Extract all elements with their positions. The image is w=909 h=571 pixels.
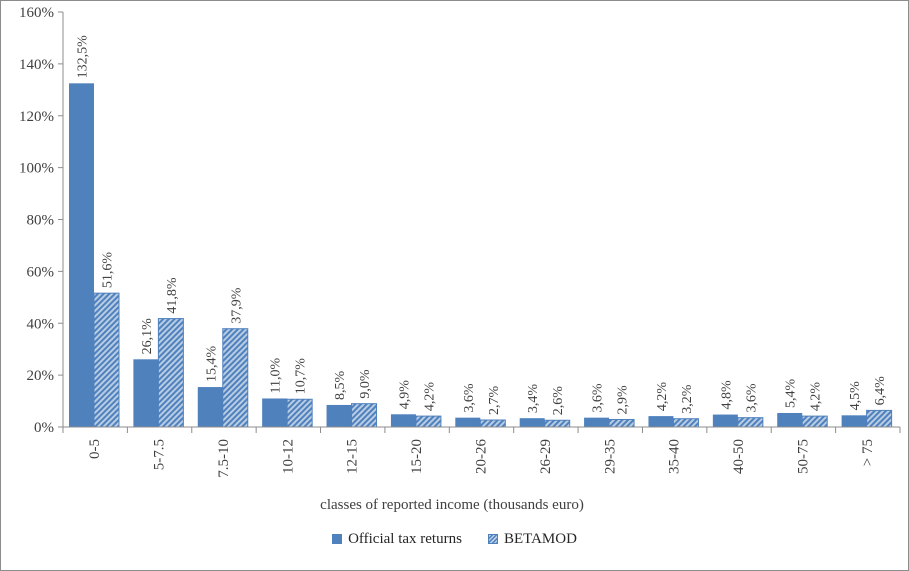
legend-swatch-official [332, 534, 343, 544]
legend-label-official: Official tax returns [348, 530, 462, 547]
y-tick-label: 0% [34, 420, 54, 436]
bar-official [777, 412, 803, 427]
x-tick-label: 5-7.5 [152, 439, 168, 470]
data-label-betamod: 3,2% [680, 384, 695, 414]
data-label-official: 3,6% [462, 383, 477, 413]
x-tick-label: 7.5-10 [216, 439, 232, 478]
bar-official [197, 387, 223, 427]
x-tick-label: 50-75 [795, 439, 811, 474]
data-label-betamod: 6,4% [873, 376, 888, 406]
data-label-official: 132,5% [76, 35, 91, 79]
legend-swatch-betamod [487, 534, 498, 544]
y-tick-label: 40% [27, 316, 55, 332]
data-label-official: 5,4% [784, 378, 799, 408]
x-tick-label: > 75 [860, 439, 876, 466]
data-label-betamod: 37,9% [229, 287, 244, 324]
data-label-betamod: 41,8% [165, 277, 180, 314]
y-tick-label: 60% [27, 264, 55, 280]
x-tick-label: 35-40 [667, 439, 683, 474]
bar-official [262, 398, 288, 427]
data-label-betamod: 2,9% [616, 385, 631, 415]
bar-chart: 0% 20% 40% 60% 80% 100% 120% 140% 160% 132,5% 26,… [19, 5, 901, 513]
data-label-betamod: 3,6% [744, 383, 759, 413]
data-label-betamod: 51,6% [101, 252, 116, 289]
legend: Official tax returns BETAMOD [0, 528, 909, 550]
y-tick-label: 160% [19, 5, 54, 21]
data-label-official: 11,0% [269, 357, 284, 393]
data-label-official: 26,1% [140, 318, 155, 355]
x-tick-label: 20-26 [474, 439, 490, 474]
y-tick-label: 140% [19, 57, 54, 73]
bar-betamod [544, 419, 571, 428]
bars: 132,5% 26,1% 15,4% 11,0% 8,5% 4,9% 3,6% 3,4% 3,6… [69, 35, 893, 428]
y-tick-label: 100% [19, 161, 54, 177]
data-label-official: 4,5% [848, 381, 863, 411]
y-axis: 0% 20% 40% 60% 80% 100% 120% 140% 160% [19, 5, 64, 436]
y-tick-label: 80% [27, 213, 55, 229]
bar-betamod [866, 409, 893, 428]
data-label-betamod: 10,7% [294, 358, 309, 395]
y-tick-label: 20% [27, 368, 55, 384]
bar-betamod [608, 418, 635, 428]
data-label-betamod: 4,2% [422, 382, 437, 412]
bar-official [133, 359, 159, 427]
x-axis: 0-5 5-7.5 7.5-10 10-12 12-15 15-20 20-26 26-29 2… [62, 426, 901, 478]
bar-betamod [801, 415, 828, 428]
bar-official [648, 416, 674, 427]
data-label-official: 8,5% [333, 370, 348, 400]
bar-betamod [286, 398, 313, 428]
data-label-official: 15,4% [204, 346, 219, 383]
bar-official [584, 417, 610, 427]
bar-betamod [737, 417, 764, 428]
x-tick-label: 40-50 [731, 439, 747, 474]
bar-official [712, 414, 738, 427]
data-label-betamod: 9,0% [358, 369, 373, 399]
data-label-official: 3,4% [526, 384, 541, 414]
bar-betamod [351, 403, 378, 428]
data-label-betamod: 4,2% [809, 382, 824, 412]
bar-official [841, 415, 867, 427]
x-tick-label: 15-20 [409, 439, 425, 474]
x-axis-label: classes of reported income (thousands eu… [320, 497, 584, 513]
bar-official [69, 83, 94, 427]
legend-label-betamod: BETAMOD [503, 530, 577, 547]
x-tick-label: 0-5 [87, 439, 103, 459]
bar-betamod [93, 292, 120, 428]
bar-betamod [157, 318, 184, 428]
data-label-official: 4,2% [655, 382, 670, 412]
x-tick-label: 12-15 [345, 439, 361, 474]
bar-official [326, 404, 352, 427]
data-label-official: 4,8% [719, 380, 734, 410]
bar-betamod [479, 419, 506, 428]
x-tick-label: 29-35 [602, 439, 618, 474]
bar-betamod [672, 418, 699, 428]
bar-betamod [415, 415, 442, 428]
legend-item-betamod: BETAMOD [487, 530, 577, 548]
data-label-betamod: 2,6% [551, 386, 566, 416]
x-tick-label: 10-12 [280, 439, 296, 474]
legend-item-official: Official tax returns [332, 531, 462, 548]
bar-official [455, 417, 481, 427]
bar-betamod [222, 328, 249, 428]
bar-official [519, 418, 545, 427]
bar-official [390, 414, 416, 427]
data-label-official: 3,6% [591, 383, 606, 413]
data-label-official: 4,9% [397, 380, 412, 410]
y-tick-label: 120% [19, 109, 54, 125]
x-tick-label: 26-29 [538, 439, 554, 474]
data-label-betamod: 2,7% [487, 385, 502, 415]
